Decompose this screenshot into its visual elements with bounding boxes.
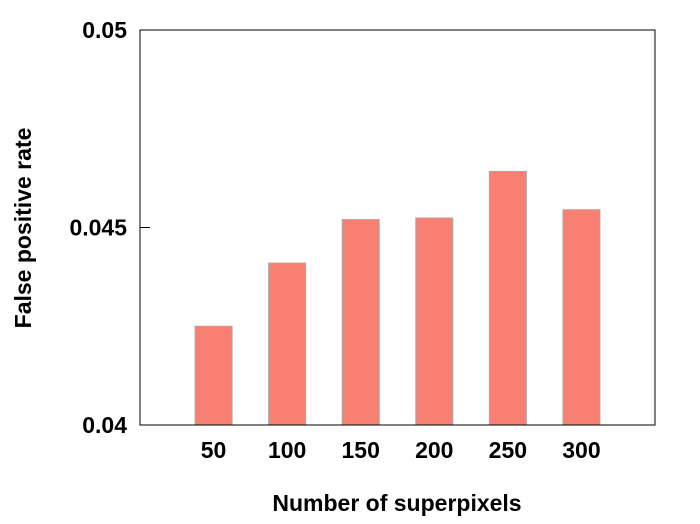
x-tick-label: 250: [489, 437, 527, 463]
bar-100: [268, 262, 307, 426]
bars: [194, 170, 601, 426]
x-tick-label: 300: [562, 437, 600, 463]
bar-50: [194, 325, 233, 426]
bar-200: [415, 217, 454, 426]
y-tick-label: 0.05: [82, 17, 127, 43]
x-axis-title: Number of superpixels: [272, 490, 521, 516]
x-tick-label: 100: [268, 437, 306, 463]
y-axis-ticks: 0.04 0.045 0.05: [69, 17, 150, 438]
bar-150: [341, 219, 380, 426]
bar-250: [488, 170, 527, 426]
x-tick-label: 150: [342, 437, 380, 463]
x-tick-label: 50: [201, 437, 227, 463]
y-tick-label: 0.04: [82, 412, 127, 438]
x-axis-ticks: 50 100 150 200 250 300: [201, 437, 601, 463]
y-tick-label: 0.045: [69, 215, 127, 241]
x-tick-label: 200: [415, 437, 453, 463]
y-axis-title: False positive rate: [10, 128, 36, 329]
bar-300: [562, 209, 601, 426]
